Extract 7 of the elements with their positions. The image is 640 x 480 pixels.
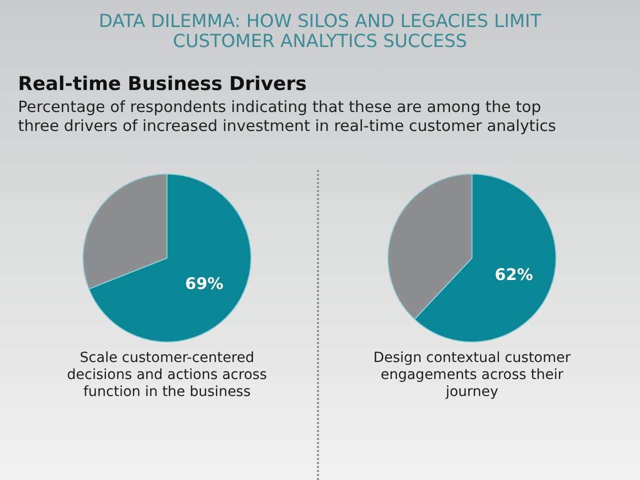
text: Percentage of respondents indicating that these are among the top three drivers of increased investment in real-time customer analytics [18,98,558,136]
data-label: 69% [185,274,224,293]
text: Real-time Business Drivers [18,72,308,96]
text: DATA DILEMMA: HOW SILOS AND LEGACIES LIMIT CUSTOMER ANALYTICS SUCCESS [98,11,542,52]
data-label: 62% [494,265,533,284]
text: Design contextual customer engagements across their journey [372,350,572,401]
text: Scale customer-centered decisions and actions across function in the business [66,350,268,401]
